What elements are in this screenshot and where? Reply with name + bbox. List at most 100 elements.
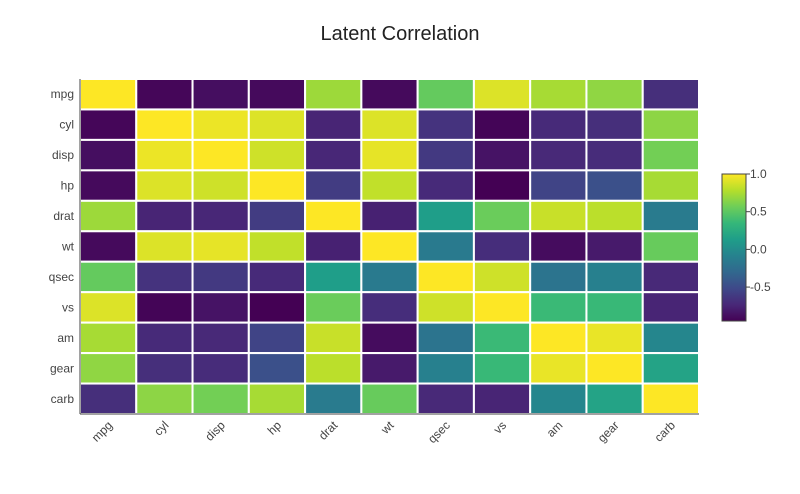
heatmap-cell-am-disp	[191, 321, 250, 355]
colorbar-tick-label: 0.5	[750, 205, 767, 219]
heatmap-cell-disp-cyl	[135, 138, 194, 172]
heatmap-cell-mpg-vs	[472, 78, 532, 111]
y-tick-label-vs: vs	[62, 300, 74, 314]
heatmap-cell-wt-gear	[585, 230, 644, 263]
y-tick-label-am: am	[57, 331, 74, 345]
x-tick-label-carb: carb	[652, 418, 679, 445]
y-tick-label-cyl: cyl	[59, 118, 74, 132]
heatmap-cell-hp-drat	[304, 169, 363, 202]
heatmap-cell-drat-gear	[585, 199, 644, 233]
heatmap-cell-drat-wt	[360, 199, 419, 233]
heatmap-cell-mpg-wt	[360, 78, 419, 111]
heatmap-cell-hp-qsec	[416, 169, 475, 202]
heatmap-cell-hp-carb	[641, 169, 701, 202]
heatmap-cell-wt-mpg	[79, 230, 138, 263]
heatmap-cell-vs-disp	[191, 291, 250, 324]
heatmap-cell-disp-vs	[472, 138, 532, 172]
heatmap-cell-disp-drat	[304, 138, 363, 172]
x-tick-label-drat: drat	[316, 418, 341, 443]
heatmap-cell-cyl-drat	[304, 108, 363, 141]
heatmap-cell-vs-wt	[360, 291, 419, 324]
heatmap-cell-cyl-am	[529, 108, 588, 141]
heatmap-cell-cyl-disp	[191, 108, 250, 141]
heatmap-cell-gear-gear	[585, 352, 644, 385]
heatmap-cell-cyl-vs	[472, 108, 532, 141]
heatmap-cell-cyl-mpg	[79, 108, 138, 141]
heatmap-cell-mpg-gear	[585, 78, 644, 111]
heatmap-cell-wt-carb	[641, 230, 701, 263]
heatmap-cell-vs-drat	[304, 291, 363, 324]
heatmap-cell-gear-mpg	[79, 352, 138, 385]
heatmap-cell-hp-disp	[191, 169, 250, 202]
heatmap-cell-am-cyl	[135, 321, 194, 355]
heatmap-cell-mpg-qsec	[416, 78, 475, 111]
heatmap-cell-cyl-carb	[641, 108, 701, 141]
heatmap-cell-wt-wt	[360, 230, 419, 263]
heatmap-cell-qsec-drat	[304, 260, 363, 294]
heatmap-cell-qsec-mpg	[79, 260, 138, 294]
x-tick-label-qsec: qsec	[425, 418, 453, 446]
heatmap-cell-hp-wt	[360, 169, 419, 202]
heatmap-cell-mpg-mpg	[79, 78, 138, 111]
colorbar-gradient	[721, 173, 747, 322]
x-tick-label-cyl: cyl	[151, 418, 171, 438]
heatmap-cell-vs-mpg	[79, 291, 138, 324]
heatmap-cell-drat-hp	[247, 199, 307, 233]
heatmap-cell-qsec-disp	[191, 260, 250, 294]
y-tick-labels: mpg cyl disp hp drat wt qsec vs am gear carb	[49, 87, 75, 406]
heatmap-cell-disp-mpg	[79, 138, 138, 172]
heatmap-cell-gear-hp	[247, 352, 307, 385]
heatmap-cell-gear-wt	[360, 352, 419, 385]
heatmap-cell-carb-vs	[472, 382, 532, 415]
x-tick-label-gear: gear	[595, 418, 622, 445]
heatmap-cell-am-mpg	[79, 321, 138, 355]
heatmap-cell-hp-hp	[247, 169, 307, 202]
heatmap-cell-am-carb	[641, 321, 701, 355]
heatmap-cell-hp-gear	[585, 169, 644, 202]
heatmap-cell-gear-drat	[304, 352, 363, 385]
heatmap-cell-carb-gear	[585, 382, 644, 415]
heatmap-cell-carb-qsec	[416, 382, 475, 415]
heatmap-cell-vs-qsec	[416, 291, 475, 324]
x-tick-label-vs: vs	[491, 418, 509, 436]
colorbar-tick-label: 0.0	[750, 242, 767, 256]
heatmap-cell-gear-cyl	[135, 352, 194, 385]
heatmap-cell-carb-wt	[360, 382, 419, 415]
heatmap-cell-mpg-cyl	[135, 78, 194, 111]
colorbar-ticks: 1.0 0.5 0.0 -0.5	[746, 167, 771, 294]
y-tick-label-hp: hp	[61, 179, 75, 193]
heatmap-cell-disp-gear	[585, 138, 644, 172]
heatmap-cell-cyl-gear	[585, 108, 644, 141]
chart-title: Latent Correlation	[321, 23, 480, 45]
y-tick-label-wt: wt	[61, 240, 75, 254]
heatmap-cell-qsec-wt	[360, 260, 419, 294]
heatmap-cell-vs-gear	[585, 291, 644, 324]
heatmap-cell-vs-carb	[641, 291, 701, 324]
heatmap-cell-wt-cyl	[135, 230, 194, 263]
y-tick-label-mpg: mpg	[51, 87, 74, 101]
heatmap-cell-drat-disp	[191, 199, 250, 233]
heatmap-cell-cyl-hp	[247, 108, 307, 141]
heatmap-cell-wt-drat	[304, 230, 363, 263]
heatmap-cell-am-gear	[585, 321, 644, 355]
x-tick-label-hp: hp	[265, 418, 285, 438]
heatmap-cell-wt-disp	[191, 230, 250, 263]
heatmap-cells	[79, 78, 701, 415]
heatmap-cell-vs-cyl	[135, 291, 194, 324]
heatmap-cell-am-qsec	[416, 321, 475, 355]
x-tick-label-mpg: mpg	[89, 418, 115, 444]
y-tick-label-drat: drat	[53, 209, 74, 223]
heatmap-cell-drat-cyl	[135, 199, 194, 233]
heatmap-cell-drat-carb	[641, 199, 701, 233]
x-tick-label-disp: disp	[202, 418, 228, 444]
colorbar: 1.0 0.5 0.0 -0.5	[721, 167, 771, 322]
heatmap-cell-qsec-gear	[585, 260, 644, 294]
heatmap-cell-qsec-vs	[472, 260, 532, 294]
heatmap-cell-drat-drat	[304, 199, 363, 233]
x-tick-label-am: am	[544, 418, 566, 440]
heatmap-cell-am-drat	[304, 321, 363, 355]
heatmap-cell-mpg-disp	[191, 78, 250, 111]
heatmap-cell-carb-drat	[304, 382, 363, 415]
heatmap-cell-hp-mpg	[79, 169, 138, 202]
heatmap-cell-cyl-cyl	[135, 108, 194, 141]
